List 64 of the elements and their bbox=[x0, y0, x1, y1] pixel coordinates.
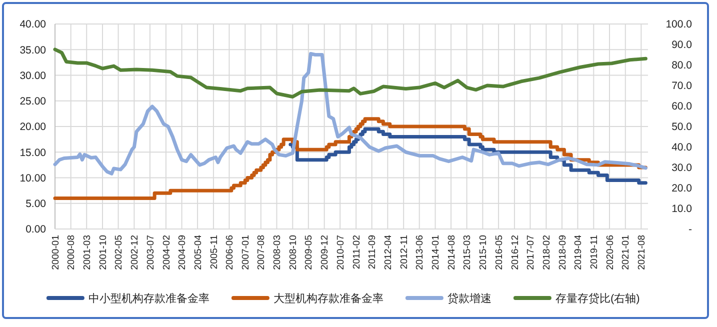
x-tick-label: 2009-05 bbox=[304, 235, 315, 270]
x-tick-label: 2007-01 bbox=[240, 235, 252, 270]
y-tick-label: 30.00 bbox=[20, 70, 46, 82]
y2-tick-label: 100.0 bbox=[666, 18, 692, 31]
x-tick-label: 2015-10 bbox=[478, 235, 490, 270]
x-tick-label: 2006-06 bbox=[224, 235, 236, 270]
x-tick-label: 2021-08 bbox=[636, 235, 648, 270]
x-tick-label: 2004-09 bbox=[177, 235, 188, 270]
legend-label: 存量存贷比(右轴) bbox=[555, 292, 640, 305]
y-tick-label: 15.00 bbox=[20, 146, 46, 159]
x-tick-label: 2019-11 bbox=[588, 235, 600, 270]
x-tick-label: 2015-03 bbox=[462, 235, 474, 270]
y-tick-label: 10.00 bbox=[20, 172, 46, 184]
x-tick-label: 2018-02 bbox=[542, 235, 553, 270]
x-tick-label: 2008-10 bbox=[288, 235, 299, 270]
y2-tick-label: 20.0 bbox=[672, 182, 692, 195]
x-tick-label: 2012-04 bbox=[383, 235, 394, 270]
y2-tick-label: 70.0 bbox=[672, 80, 692, 92]
legend-label: 大型机构存款准备金率 bbox=[273, 292, 384, 305]
y-tick-label: 25.00 bbox=[20, 96, 46, 108]
y2-tick-label: 90.0 bbox=[672, 39, 692, 52]
x-tick-label: 2002-05 bbox=[114, 235, 125, 270]
x-tick-label: 2001-10 bbox=[98, 235, 109, 270]
y-tick-label: 20.00 bbox=[20, 121, 46, 134]
y2-tick-label: 30.0 bbox=[672, 162, 692, 174]
x-tick-label: 2011-09 bbox=[367, 235, 378, 270]
y2-tick-label: 60.0 bbox=[672, 100, 692, 113]
x-tick-label: 2016-05 bbox=[494, 235, 505, 270]
x-tick-label: 2013-06 bbox=[414, 235, 426, 270]
x-tick-label: 2011-02 bbox=[351, 235, 362, 270]
x-tick-label: 2016-12 bbox=[510, 235, 521, 270]
y-tick-label: 40.00 bbox=[20, 18, 46, 31]
y-tick-label: 0.00 bbox=[26, 224, 46, 236]
y2-tick-label: 80.0 bbox=[672, 60, 692, 72]
x-tick-label: 2019-04 bbox=[573, 235, 584, 270]
x-tick-label: 2000-08 bbox=[66, 235, 78, 270]
x-tick-label: 2018-09 bbox=[557, 235, 568, 270]
legend-label: 中小型机构存款准备金率 bbox=[88, 292, 210, 305]
legend-label: 贷款增速 bbox=[447, 292, 492, 305]
y-tick-label: 35.00 bbox=[20, 44, 46, 56]
x-tick-label: 2005-04 bbox=[192, 235, 204, 270]
x-tick-label: 2021-01 bbox=[620, 235, 632, 270]
x-tick-label: 2010-07 bbox=[335, 235, 346, 270]
x-tick-label: 2014-01 bbox=[430, 235, 442, 270]
line-series bbox=[53, 48, 648, 99]
y-tick-label: 5.00 bbox=[26, 198, 46, 210]
x-tick-label: 2014-08 bbox=[446, 235, 458, 270]
x-tick-label: 2007-08 bbox=[256, 235, 268, 270]
x-tick-label: 2001-03 bbox=[82, 235, 93, 270]
y2-tick-label: - bbox=[688, 224, 692, 236]
x-tick-label: 2003-07 bbox=[145, 235, 156, 270]
x-tick-label: 2012-11 bbox=[398, 235, 410, 270]
line-series bbox=[53, 52, 648, 176]
y2-tick-label: 40.0 bbox=[672, 142, 692, 154]
x-tick-label: 2008-03 bbox=[272, 235, 284, 270]
y2-tick-label: 10.0 bbox=[672, 203, 692, 216]
x-tick-label: 2004-02 bbox=[161, 235, 172, 270]
y2-tick-label: 50.0 bbox=[672, 121, 692, 134]
x-tick-label: 2005-11 bbox=[208, 235, 220, 270]
x-tick-label: 2017-07 bbox=[526, 235, 537, 270]
x-tick-label: 2000-01 bbox=[50, 235, 62, 270]
x-tick-label: 2020-06 bbox=[604, 235, 616, 270]
x-tick-label: 2009-12 bbox=[320, 235, 331, 270]
x-tick-label: 2002-12 bbox=[130, 235, 141, 270]
